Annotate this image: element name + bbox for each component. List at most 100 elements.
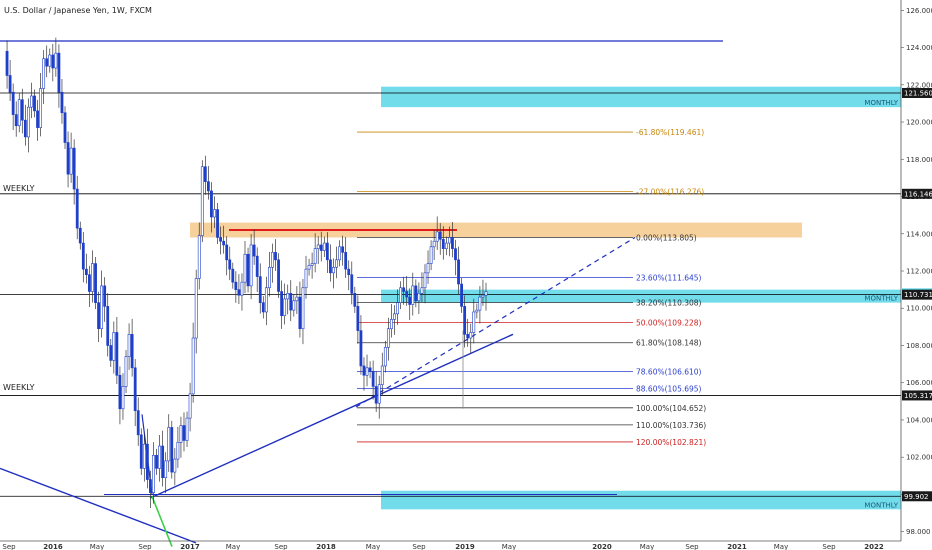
candle-body-151: [463, 306, 467, 335]
candle-body-69: [213, 209, 216, 218]
candle-body-152: [466, 334, 470, 339]
candle-body-16: [51, 54, 55, 69]
candle-body-148: [454, 248, 457, 261]
candle-body-81: [249, 244, 253, 287]
candle-body-119: [365, 367, 369, 376]
y-tick-label-10: 106.000: [906, 379, 932, 387]
levels-layer: [0, 92, 901, 497]
fib-label-5: 50.00%(109.228): [636, 319, 702, 328]
zone-3: [381, 490, 901, 510]
candle-body-120: [368, 367, 372, 372]
candle-body-144: [441, 239, 445, 249]
candle-body-102: [313, 248, 317, 264]
candle-body-101: [310, 263, 314, 266]
candle-body-40: [124, 356, 128, 387]
candle-body-100: [307, 265, 311, 270]
candle-body-145: [444, 242, 448, 249]
candle-body-50: [155, 455, 158, 469]
x-tick-label-6: Sep: [274, 543, 288, 550]
candle-body-29: [91, 263, 94, 292]
x-tick-label-13: May: [640, 543, 654, 550]
x-tick-label-2: May: [90, 543, 104, 550]
candle-body-143: [438, 231, 442, 240]
y-tick-label-7: 112.000: [906, 268, 932, 276]
price-tag-bg-1: [902, 188, 932, 199]
candle-body-90: [277, 259, 280, 292]
candle-body-98: [301, 287, 305, 330]
price-axis[interactable]: 126.000124.000122.000120.000118.000116.0…: [900, 0, 932, 550]
candle-body-153: [469, 332, 473, 339]
green-line: [151, 496, 173, 547]
candle-body-58: [179, 425, 183, 443]
candle-body-92: [283, 298, 287, 316]
x-tick-label-1: 2016: [43, 543, 63, 550]
candle-body-96: [295, 296, 299, 302]
candle-body-107: [329, 259, 332, 274]
candle-body-126: [386, 328, 390, 348]
price-tag-0: 121.560: [904, 89, 932, 97]
ascending-trendline: [149, 333, 514, 499]
candle-body-130: [399, 287, 402, 303]
candle-body-138: [423, 272, 427, 289]
zone-label-3: MONTHLY: [864, 501, 898, 509]
candle-body-19: [60, 91, 64, 114]
price-tag-4: 105.317: [904, 392, 932, 400]
price-tag-bg-5: [902, 491, 932, 502]
candle-body-112: [344, 252, 348, 270]
candle-body-117: [359, 330, 363, 367]
candle-body-39: [121, 386, 125, 410]
candle-body-82: [252, 244, 256, 257]
candle-body-60: [185, 417, 189, 441]
candle-body-49: [152, 455, 155, 493]
candle-body-38: [118, 374, 122, 410]
candle-body-14: [45, 58, 49, 67]
candle-body-83: [255, 255, 259, 277]
candle-body-72: [222, 240, 226, 246]
candle-body-150: [460, 283, 463, 307]
zones-layer: MONTHLY MONTHLY MONTHLY: [190, 86, 901, 510]
x-tick-label-0: Sep: [2, 543, 16, 550]
candle-body-133: [408, 296, 412, 305]
x-tick-label-14: Sep: [685, 543, 699, 550]
candle-body-88: [271, 252, 274, 268]
candle-body-91: [280, 291, 284, 316]
candle-body-48: [149, 479, 152, 493]
candle-body-121: [371, 371, 375, 387]
candle-body-11: [36, 110, 39, 128]
time-axis[interactable]: Sep 2016 May Sep 2017 May Sep 2018 May Sep 2019 May…: [0, 540, 901, 550]
y-tick-label-8: 110.000: [906, 305, 932, 313]
candle-body-36: [112, 332, 116, 361]
candle-body-109: [335, 259, 338, 268]
candle-body-64: [197, 235, 201, 279]
chart-title: U.S. Dollar / Japanese Yen, 1W, FXCM: [4, 6, 152, 15]
y-tick-label-1: 124.000: [906, 44, 932, 52]
candle-body-86: [264, 287, 268, 313]
candle-body-94: [289, 293, 293, 311]
candle-body-77: [237, 289, 241, 296]
candle-body-129: [396, 302, 399, 315]
candle-body-125: [383, 347, 387, 367]
candle-body-20: [63, 112, 67, 143]
candle-body-10: [33, 95, 36, 112]
candle-body-28: [88, 274, 91, 292]
candle-body-149: [457, 259, 460, 285]
y-tick-label-11: 104.000: [906, 416, 932, 424]
candle-body-37: [115, 332, 119, 376]
x-tick-label-10: 2019: [455, 543, 475, 550]
candle-body-22: [69, 147, 73, 175]
x-tick-label-15: 2021: [727, 543, 747, 550]
x-tick-label-11: May: [502, 543, 516, 550]
candle-body-99: [304, 268, 308, 289]
x-tick-label-17: Sep: [822, 543, 836, 550]
zone-0: [381, 86, 901, 108]
candle-body-79: [243, 253, 247, 283]
candle-body-118: [362, 365, 366, 376]
candle-body-45: [139, 434, 143, 469]
candle-body-51: [158, 445, 161, 469]
candle-body-106: [325, 242, 329, 261]
candle-body-147: [451, 237, 454, 249]
x-tick-label-8: May: [366, 543, 380, 550]
price-tag-bg-4: [902, 390, 932, 401]
